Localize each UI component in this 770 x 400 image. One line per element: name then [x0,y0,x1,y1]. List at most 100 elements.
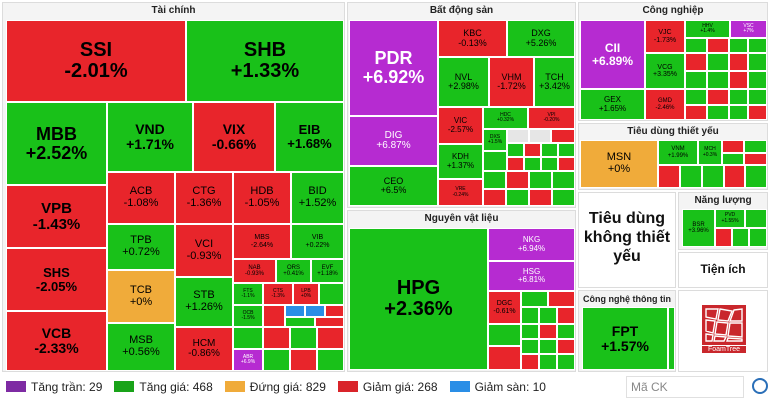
tile-small[interactable] [552,171,575,189]
tile-mbs[interactable]: MBS -2.64% [233,224,291,259]
tile-small[interactable] [325,305,344,317]
tile-small[interactable] [558,143,575,157]
tile-small[interactable] [529,189,552,206]
tile-ocb[interactable]: OCB -1.5% [233,305,263,327]
tile-vpb[interactable]: VPB -1.43% [6,185,107,248]
tile-small[interactable] [488,346,521,370]
tile-fts[interactable]: FTS -1.1% [233,283,263,305]
tile-small[interactable] [729,71,748,89]
tile-tcb[interactable]: TCB +0% [107,270,175,323]
tile-small[interactable] [507,129,529,143]
tile-small[interactable] [541,143,558,157]
tile-nkg[interactable]: NKG +6.94% [488,228,575,261]
tile-dxs[interactable]: DXS +1.5% [483,129,507,151]
tile-small[interactable] [745,209,767,228]
tile-small[interactable] [707,38,729,53]
tile-vcb[interactable]: VCB -2.33% [6,311,107,371]
tile-dig[interactable]: DIG +6.87% [349,116,438,166]
tile-small[interactable] [317,349,344,371]
tile-small[interactable] [539,324,557,339]
tile-acb[interactable]: ACB -1.08% [107,172,175,224]
tile-small[interactable] [506,189,529,206]
tile-vnm[interactable]: VNM +1.99% [658,140,698,165]
tile-bsr[interactable]: BSR +3.96% [682,209,715,247]
tile-small[interactable] [557,354,575,370]
tile-small[interactable] [685,38,707,53]
tile-pvd[interactable]: PVD +1.55% [715,209,745,228]
sector-real-estate[interactable]: Bất động sản PDR +6.92% KBC -0.13% DXG +5.2… [347,2,576,208]
tile-small[interactable] [524,157,541,171]
tile-small[interactable] [558,157,575,171]
tile-vib[interactable]: VIB +0.22% [291,224,344,259]
tile-small[interactable] [557,339,575,354]
tile-small[interactable] [539,354,557,370]
tile-small[interactable] [507,143,524,157]
tile-tpb[interactable]: TPB +0.72% [107,224,175,270]
tile-small[interactable] [724,165,745,188]
tile-vsc[interactable]: VSC +7% [730,20,767,38]
tile-small[interactable] [748,105,767,120]
tile-nvl[interactable]: NVL +2.98% [438,57,489,107]
tile-pdr[interactable]: PDR +6.92% [349,20,438,116]
tile-small[interactable] [748,53,767,71]
tile-small[interactable] [715,228,732,247]
sector-finance[interactable]: Tài chính SSI -2.01% SHB +1.33% MBB +2.52% … [2,2,345,372]
tile-vhm[interactable]: VHM -1.72% [489,57,534,107]
tile-vre[interactable]: VRE -0.24% [438,179,483,206]
tile-small[interactable] [732,228,749,247]
tile-small[interactable] [707,105,729,120]
tile-small[interactable] [541,157,558,171]
tile-small[interactable] [521,339,539,354]
tile-small[interactable] [729,53,748,71]
tile-dxg[interactable]: DXG +5.26% [507,20,575,57]
tile-gex[interactable]: GEX +1.65% [580,89,645,120]
tile-small[interactable] [680,165,702,188]
tile-small[interactable] [685,105,707,120]
tile-small[interactable] [548,291,575,307]
tile-stb[interactable]: STB +1.26% [175,277,233,327]
tile-msn[interactable]: MSN +0% [580,140,658,188]
sector-energy[interactable]: Năng lượng BSR +3.96% PVD +1.55% [678,192,768,250]
tile-small[interactable] [707,71,729,89]
tile-small[interactable] [529,129,551,143]
sector-materials[interactable]: Nguyên vật liệu HPG +2.36% NKG +6.94% HSG +… [347,210,576,372]
tile-hpg[interactable]: HPG +2.36% [349,228,488,370]
tile-small[interactable] [290,349,317,371]
tile-small[interactable] [744,140,767,153]
sector-consumer-discretionary[interactable]: Tiêu dùng không thiết yếu [578,192,676,288]
tile-fpt[interactable]: FPT +1.57% [582,307,668,370]
tile-tch[interactable]: TCH +3.42% [534,57,575,107]
sector-industrial[interactable]: Công nghiệp CII +6.89% VJC -1.73% HHV +1.4%… [578,2,768,121]
tile-small[interactable] [488,324,521,346]
tile-vnd[interactable]: VND +1.71% [107,102,193,172]
tile-small[interactable] [557,324,575,339]
tile-small[interactable] [707,89,729,105]
tile-small[interactable] [285,317,315,327]
tile-small[interactable] [539,339,557,354]
tile-small[interactable] [722,153,744,165]
sector-utilities[interactable]: Tiện ích [678,252,768,288]
tile-kdh[interactable]: KDH +1.37% [438,144,483,179]
tile-ceo[interactable]: CEO +6.5% [349,166,438,206]
tile-small[interactable] [749,228,767,247]
tile-small[interactable] [729,105,748,120]
tile-small[interactable] [685,89,707,105]
tile-small[interactable] [722,140,744,153]
tile-dgc[interactable]: DGC -0.61% [488,291,521,324]
tile-small[interactable] [529,171,552,189]
tile-shs[interactable]: SHS -2.05% [6,248,107,311]
tile-kbc[interactable]: KBC -0.13% [438,20,507,57]
tile-evf[interactable]: EVF +1.18% [311,259,344,283]
tile-small[interactable] [729,38,748,53]
tile-shb[interactable]: SHB +1.33% [186,20,344,102]
tile-small[interactable] [524,143,541,157]
tile-bid[interactable]: BID +1.52% [291,172,344,224]
tile-small[interactable] [745,165,767,188]
tile-mbb[interactable]: MBB +2.52% [6,102,107,185]
tile-small[interactable] [263,305,285,327]
tile-nab[interactable]: NAB -0.93% [233,259,276,283]
tile-small[interactable] [305,305,325,317]
tile-small[interactable] [483,171,506,189]
tile-small[interactable] [658,165,680,188]
tile-mch[interactable]: MCH +0.3% [698,140,722,165]
